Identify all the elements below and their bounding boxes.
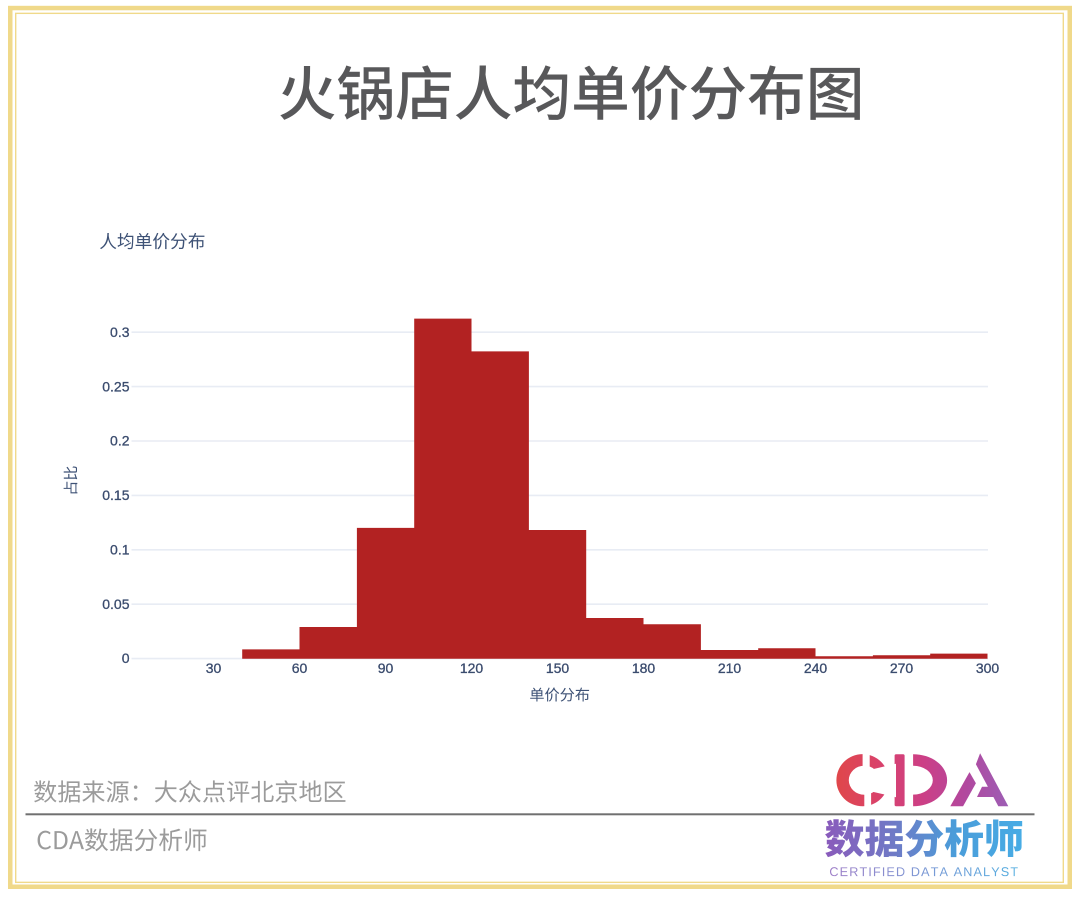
svg-text:0.05: 0.05 — [102, 596, 129, 612]
svg-text:240: 240 — [804, 660, 828, 676]
svg-text:150: 150 — [546, 660, 570, 676]
svg-text:180: 180 — [632, 660, 656, 676]
svg-text:120: 120 — [460, 660, 484, 676]
svg-text:90: 90 — [378, 660, 394, 676]
svg-text:30: 30 — [206, 660, 222, 676]
svg-text:270: 270 — [890, 660, 914, 676]
svg-text:0.2: 0.2 — [110, 433, 130, 449]
svg-text:60: 60 — [292, 660, 308, 676]
svg-text:210: 210 — [718, 660, 742, 676]
svg-text:300: 300 — [976, 660, 1000, 676]
svg-text:0: 0 — [122, 650, 130, 666]
svg-text:0.15: 0.15 — [102, 487, 129, 503]
svg-text:0.25: 0.25 — [102, 378, 129, 394]
svg-text:0.3: 0.3 — [110, 324, 130, 340]
svg-text:0.1: 0.1 — [110, 542, 130, 558]
